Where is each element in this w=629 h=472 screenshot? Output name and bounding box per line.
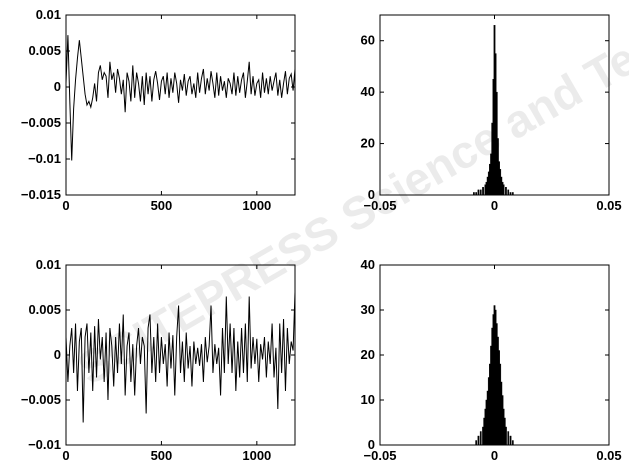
y-tick-label: 0 [368, 187, 375, 202]
x-tick-label: 0 [491, 198, 498, 213]
histogram-bar [502, 184, 505, 196]
histogram-bar [479, 189, 482, 196]
y-tick-label: 40 [361, 84, 375, 99]
time-series-plot-1: 0 500 1000 0.01 0.005 0 −0.005 −0.01 −0.015 [21, 7, 296, 213]
x-tick-label: 0.05 [596, 448, 621, 463]
x-tick-label: 0 [491, 448, 498, 463]
histogram-bar [507, 189, 510, 196]
y-tick-label: −0.015 [21, 187, 61, 202]
histogram-bar [505, 426, 507, 446]
y-tick-label: 0 [368, 437, 375, 452]
y-tick-label: 60 [361, 33, 375, 48]
signal-line [66, 291, 295, 423]
y-tick-label: 0.01 [36, 7, 61, 22]
histogram-bar [509, 435, 512, 446]
y-tick-label: −0.01 [28, 437, 61, 452]
y-tick-label: 30 [361, 302, 375, 317]
histogram-bar [479, 431, 482, 446]
axes-frame [65, 14, 296, 196]
signal-line [66, 35, 295, 161]
y-tick-label: 20 [361, 347, 375, 362]
y-tick-label: −0.005 [21, 392, 61, 407]
histogram-bar [505, 187, 507, 196]
y-tick-label: 0.005 [28, 302, 61, 317]
x-tick-label: 0.05 [596, 198, 621, 213]
histogram-bar [477, 189, 480, 196]
y-tick-label: 10 [361, 392, 375, 407]
histogram-bar [477, 435, 480, 446]
histogram-bar [511, 440, 514, 446]
x-tick-label: 1000 [242, 448, 271, 463]
time-series-plot-2: 0 500 1000 0.01 0.005 0 −0.005 −0.01 [21, 257, 296, 463]
y-tick-label: 40 [361, 257, 375, 272]
y-tick-label: −0.01 [28, 151, 61, 166]
y-tick-label: 0.005 [28, 43, 61, 58]
x-tick-label: −0.05 [364, 198, 397, 213]
y-tick-label: 0 [54, 347, 61, 362]
x-tick-label: 500 [151, 198, 173, 213]
x-tick-label: 500 [151, 448, 173, 463]
y-tick-label: 0.01 [36, 257, 61, 272]
y-tick-label: 20 [361, 136, 375, 151]
y-tick-label: 0 [54, 79, 61, 94]
x-tick-label: 1000 [242, 198, 271, 213]
x-tick-label: 0 [62, 448, 69, 463]
x-tick-label: 0 [62, 198, 69, 213]
y-tick-label: −0.005 [21, 115, 61, 130]
histogram-bar [482, 187, 484, 196]
histogram-bar [507, 431, 510, 446]
histogram-bar [475, 440, 478, 446]
x-tick-label: −0.05 [364, 448, 397, 463]
